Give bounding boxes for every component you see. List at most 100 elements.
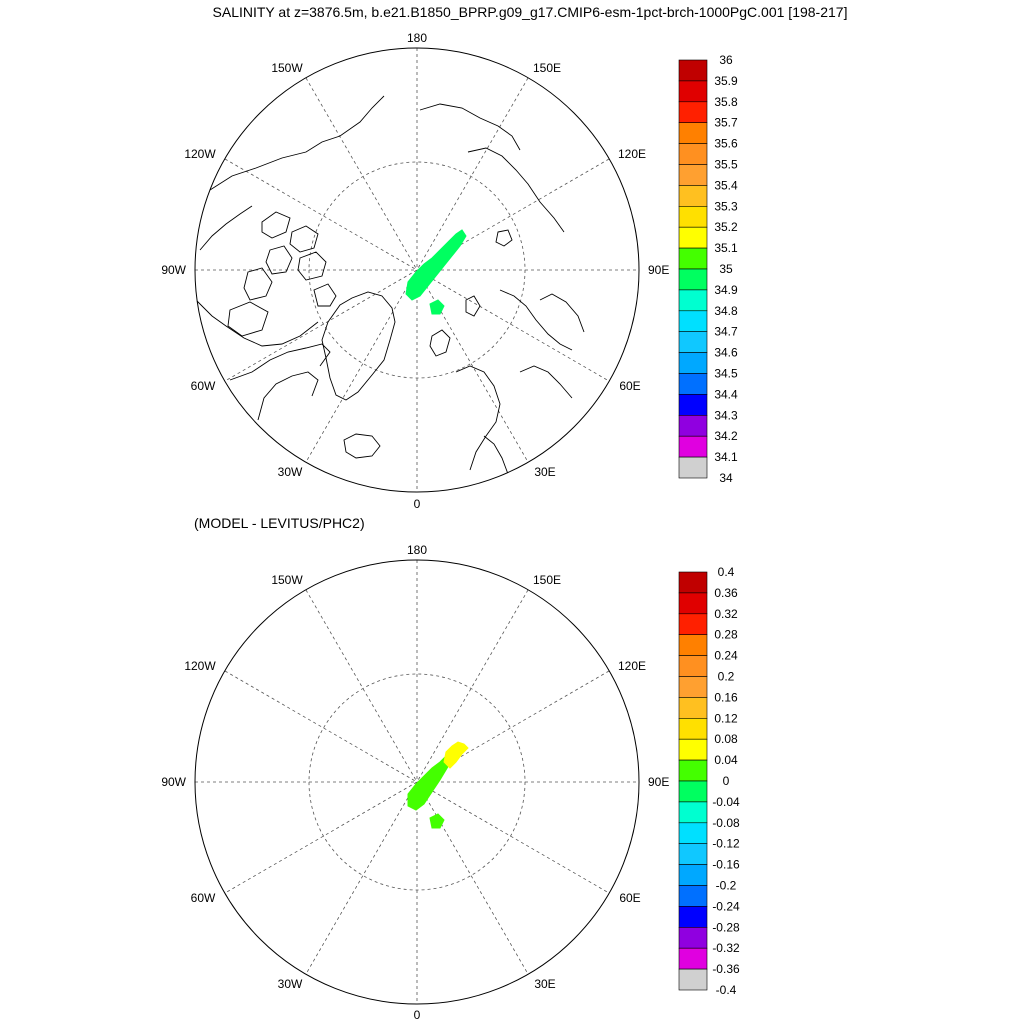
top-map-grid — [195, 48, 639, 492]
label-120e: 120E — [618, 147, 646, 161]
bottom-colorbar-label: 0.08 — [714, 732, 738, 746]
top-colorbar-label: 34.2 — [714, 429, 738, 443]
label-30w: 30W — [278, 977, 303, 991]
top-coastlines — [195, 95, 585, 475]
top-colorbar-label: 34.9 — [714, 283, 738, 297]
top-colorbar-label: 35.6 — [714, 137, 738, 151]
top-colorbar-box-17 — [678, 414, 708, 437]
bottom-colorbar-box-18 — [678, 947, 708, 970]
top-colorbar-box-5 — [678, 164, 708, 186]
label-30e: 30E — [534, 465, 555, 479]
bottom-colorbar-box-8 — [678, 738, 708, 761]
bottom-colorbar-label: -0.32 — [712, 941, 740, 955]
bottom-colorbar-box-0 — [678, 571, 708, 594]
label-0: 0 — [414, 1008, 421, 1022]
bottom-difference-patch — [407, 755, 453, 811]
top-colorbar-box-15 — [678, 373, 708, 395]
label-120w: 120W — [184, 147, 216, 161]
bottom-colorbar-box-6 — [678, 697, 708, 719]
bottom-colorbar-box-1 — [678, 592, 708, 615]
label-150w: 150W — [271, 61, 303, 75]
bottom-colorbar-box-17 — [678, 926, 708, 949]
top-colorbar-box-7 — [678, 206, 708, 228]
label-150e: 150E — [533, 573, 561, 587]
label-90w: 90W — [161, 775, 186, 789]
top-colorbar-box-11 — [678, 289, 708, 312]
bottom-colorbar-label: -0.2 — [716, 879, 737, 893]
top-colorbar-label: 36 — [719, 53, 733, 67]
bottom-colorbar-box-3 — [678, 634, 708, 656]
top-colorbar-box-1 — [678, 80, 708, 103]
top-colorbar-label: 34 — [719, 471, 733, 485]
top-colorbar-label: 35.5 — [714, 158, 738, 172]
top-colorbar-label: 34.1 — [714, 450, 738, 464]
bottom-colorbar-label: 0.36 — [714, 586, 738, 600]
top-longitude-labels: 180 150W 150E 120W 120E 90W 90E 60W 60E … — [161, 31, 669, 511]
label-30e: 30E — [534, 977, 555, 991]
top-colorbar-label: 34.3 — [714, 408, 738, 422]
top-colorbar-label: 35.1 — [714, 241, 738, 255]
bottom-colorbar-label: -0.04 — [712, 795, 740, 809]
top-colorbar-label: 35.2 — [714, 220, 738, 234]
top-colorbar-label: 34.4 — [714, 387, 738, 401]
top-colorbar-label: 34.5 — [714, 367, 738, 381]
top-colorbar: 36 35.9 35.8 35.7 35.6 35.5 35.4 35.3 35.2 35.1 35… — [678, 53, 738, 485]
top-colorbar-label: 35.3 — [714, 199, 738, 213]
top-salinity-patch — [405, 229, 467, 301]
top-colorbar-box-18 — [678, 435, 708, 458]
difference-subtitle: (MODEL - LEVITUS/PHC2) — [194, 515, 365, 531]
bottom-difference-patch-small — [429, 813, 445, 829]
top-colorbar-box-0 — [678, 59, 708, 82]
bottom-colorbar-box-7 — [678, 717, 708, 740]
label-60e: 60E — [619, 891, 640, 905]
label-0: 0 — [414, 497, 421, 511]
label-150e: 150E — [533, 61, 561, 75]
top-colorbar-box-12 — [678, 310, 708, 332]
label-90e: 90E — [648, 263, 669, 277]
top-colorbar-label: 35.8 — [714, 95, 738, 109]
bottom-colorbar: 0.4 0.36 0.32 0.28 0.24 0.2 0.16 0.12 0.08 0.04 0 -… — [678, 565, 740, 997]
bottom-colorbar-box-2 — [678, 613, 708, 635]
bottom-colorbar-box-15 — [678, 885, 708, 907]
bottom-colorbar-label: 0.2 — [718, 670, 735, 684]
bottom-colorbar-label: -0.4 — [716, 983, 737, 997]
bottom-colorbar-label: 0.28 — [714, 628, 738, 642]
bottom-difference-fill — [407, 741, 469, 829]
bottom-colorbar-box-14 — [678, 864, 708, 886]
bottom-colorbar-label: -0.08 — [712, 816, 740, 830]
top-colorbar-box-13 — [678, 331, 708, 353]
bottom-colorbar-box-9 — [678, 759, 708, 782]
top-colorbar-label: 34.7 — [714, 325, 738, 339]
bottom-coastlines — [196, 608, 584, 986]
bottom-colorbar-box-16 — [678, 906, 708, 928]
top-colorbar-box-4 — [678, 143, 708, 165]
top-colorbar-box-2 — [678, 101, 708, 124]
bottom-colorbar-box-4 — [678, 655, 708, 677]
bottom-colorbar-label: -0.28 — [712, 920, 740, 934]
bottom-colorbar-label: 0.4 — [718, 565, 735, 579]
top-colorbar-box-9 — [678, 247, 708, 270]
top-colorbar-box-10 — [678, 268, 708, 291]
bottom-colorbar-label: 0.16 — [714, 690, 738, 704]
top-colorbar-label: 34.8 — [714, 304, 738, 318]
label-90w: 90W — [161, 263, 186, 277]
bottom-colorbar-label: -0.36 — [712, 962, 740, 976]
top-colorbar-box-14 — [678, 352, 708, 374]
label-180: 180 — [407, 31, 427, 45]
top-colorbar-box-8 — [678, 226, 708, 249]
bottom-colorbar-label: 0.12 — [714, 711, 738, 725]
bottom-colorbar-box-10 — [678, 780, 708, 803]
bottom-colorbar-label: 0.24 — [714, 649, 738, 663]
figure-title: SALINITY at z=3876.5m, b.e21.B1850_BPRP.… — [213, 4, 848, 20]
top-salinity-fill — [405, 229, 467, 315]
top-polar-map: 180 150W 150E 120W 120E 90W 90E 60W 60E … — [161, 31, 669, 511]
bottom-colorbar-box-11 — [678, 801, 708, 824]
label-120w: 120W — [184, 659, 216, 673]
bottom-colorbar-box-19 — [678, 968, 708, 991]
bottom-colorbar-box-13 — [678, 843, 708, 865]
top-colorbar-label: 35.7 — [714, 116, 738, 130]
bottom-colorbar-label: 0.04 — [714, 753, 738, 767]
label-60w: 60W — [191, 891, 216, 905]
top-colorbar-box-16 — [678, 394, 708, 416]
